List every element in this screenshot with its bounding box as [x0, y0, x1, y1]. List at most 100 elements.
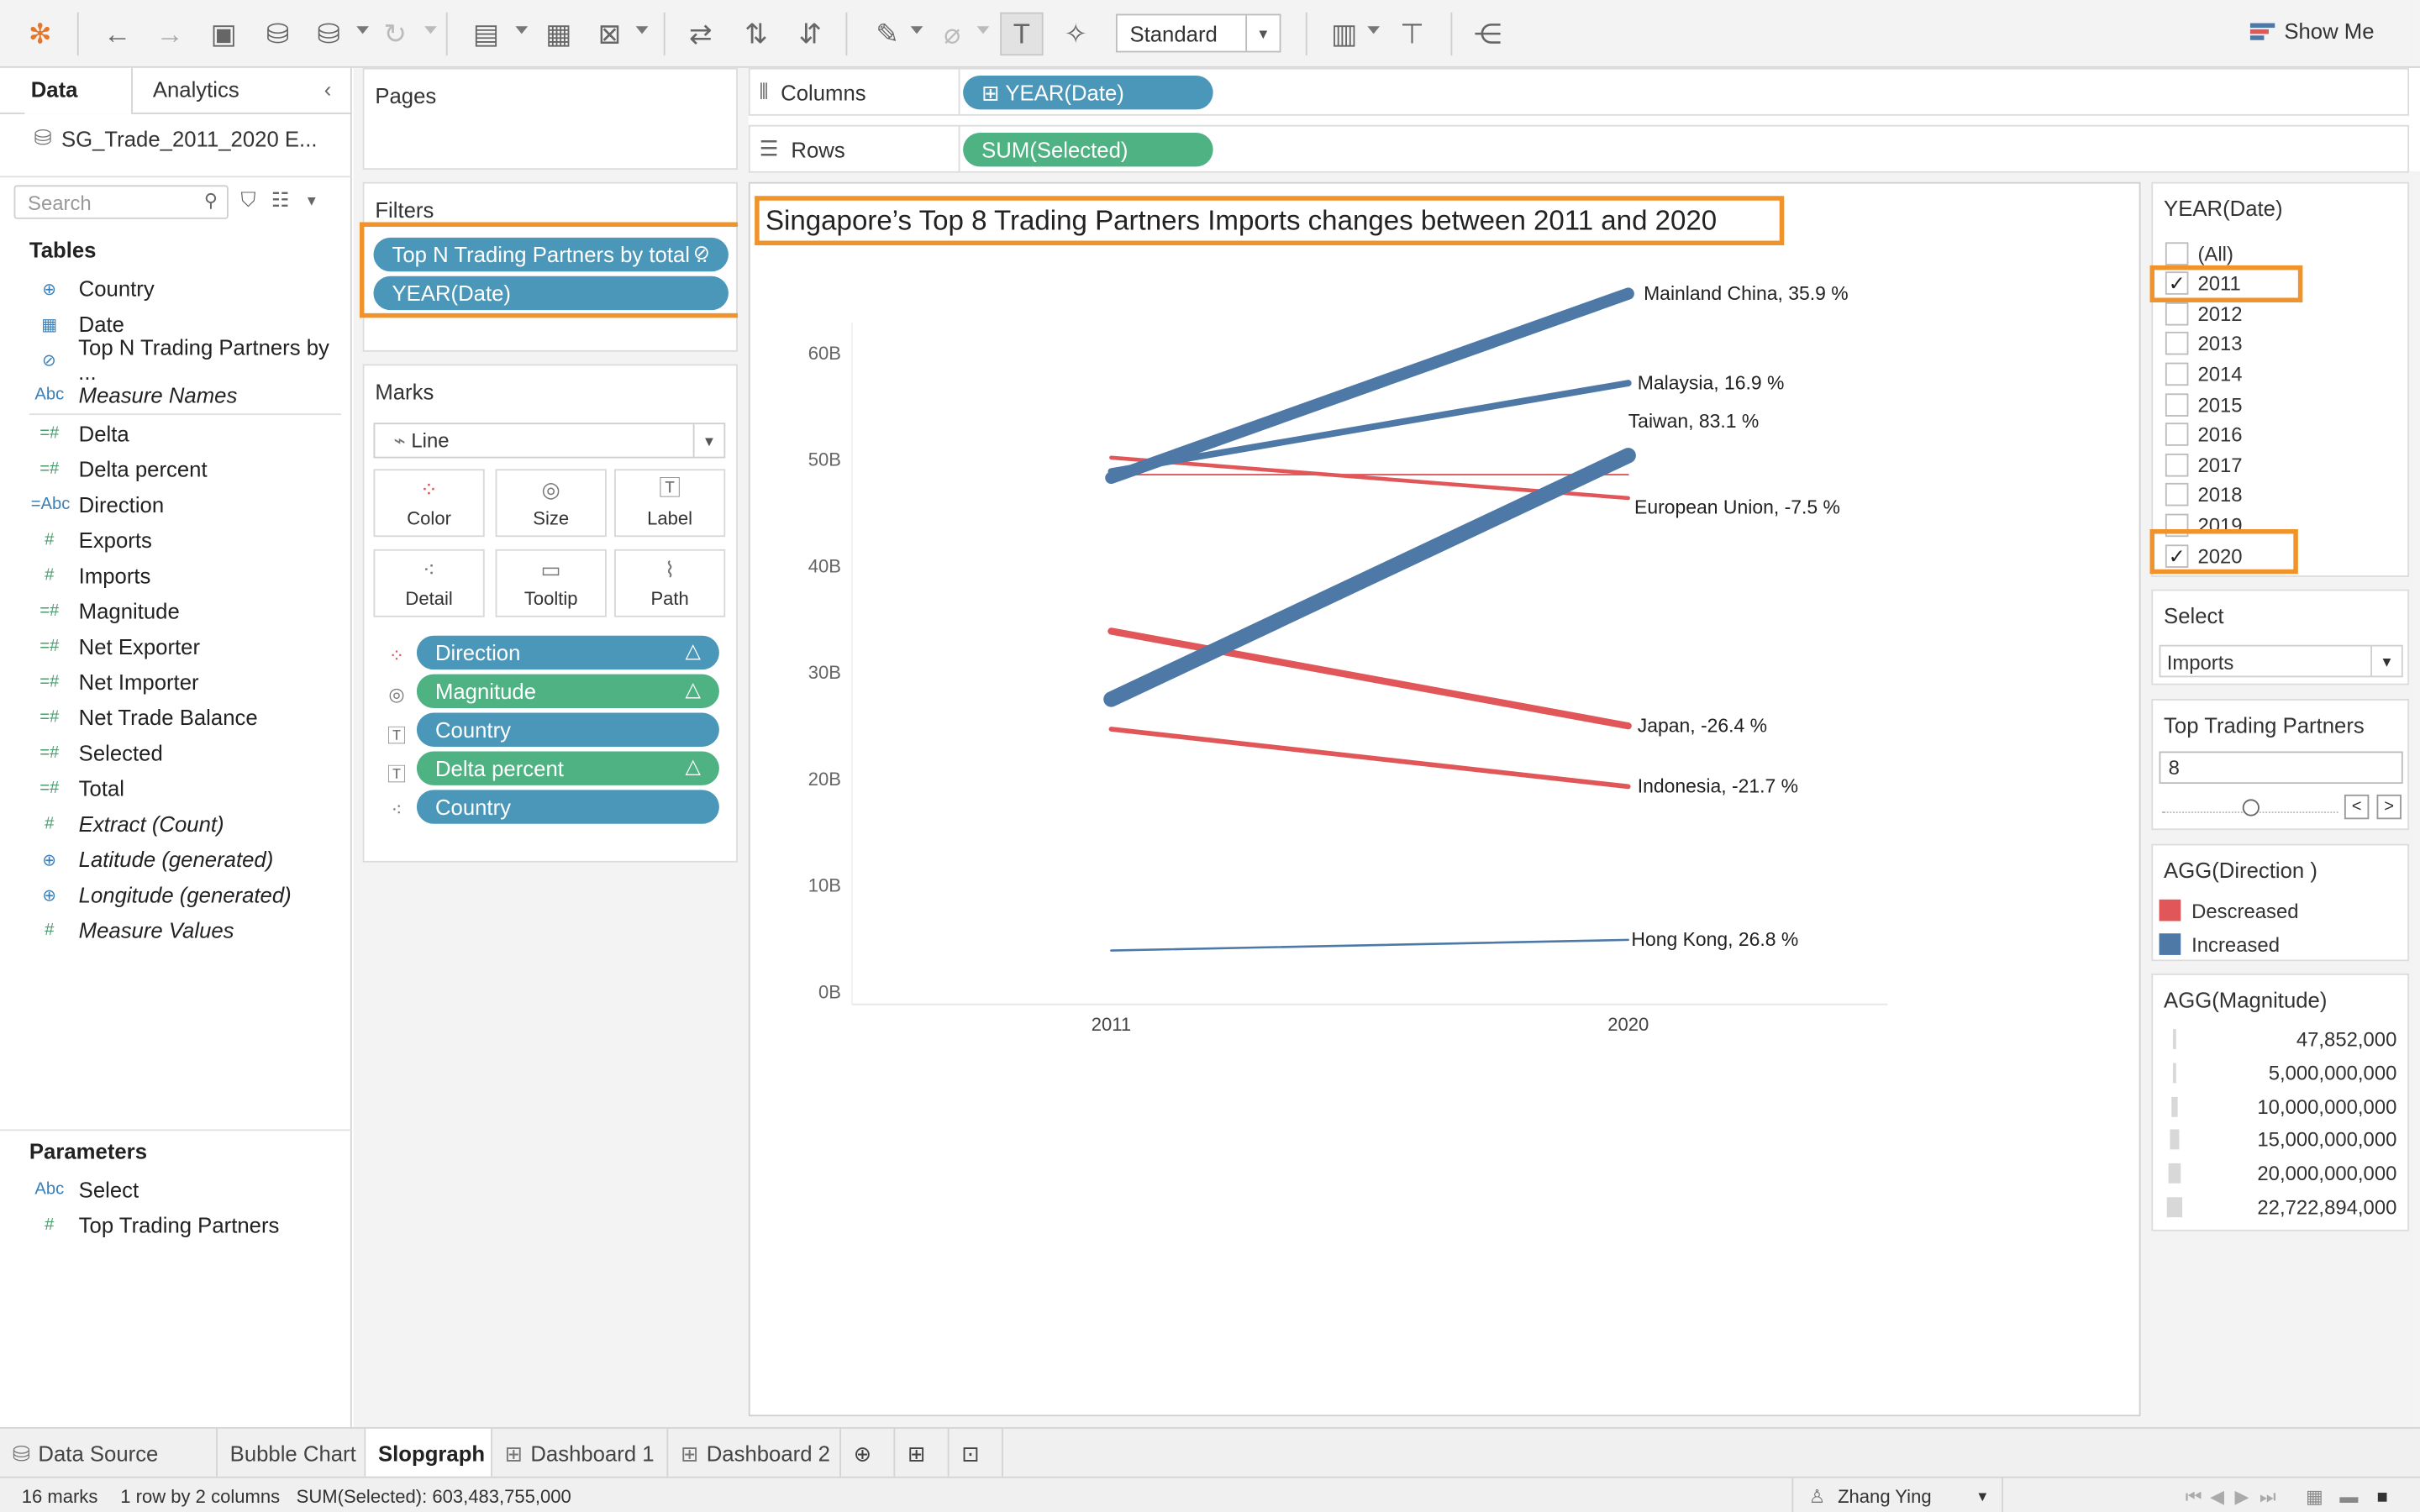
filter-pill-year[interactable]: YEAR(Date)	[373, 276, 729, 311]
field-item[interactable]: # Imports	[31, 560, 151, 591]
year-option[interactable]: 2014	[2165, 360, 2243, 388]
color-button[interactable]: ⁘ Color	[373, 469, 485, 538]
show-cards-icon[interactable]: ▥	[1331, 18, 1358, 49]
path-button[interactable]: ⌇ Path	[614, 549, 726, 617]
field-item[interactable]: # Measure Values	[31, 915, 234, 946]
tab-dashboard-2[interactable]: ⊞ Dashboard 2	[668, 1428, 842, 1478]
search-input[interactable]: Search ⚲	[13, 185, 229, 219]
clear-icon[interactable]: ⊠	[597, 18, 622, 49]
field-item[interactable]: ▦ Date	[31, 308, 124, 339]
highlight-icon[interactable]: ✎	[876, 18, 899, 49]
checkbox[interactable]	[2165, 483, 2189, 507]
nav-last-icon[interactable]: ⏭	[2259, 1485, 2276, 1508]
new-story-tab-button[interactable]: ⊡	[950, 1428, 1003, 1478]
chevron-down-icon[interactable]: ▼	[304, 192, 318, 208]
nav-next-icon[interactable]: ▶	[2234, 1485, 2249, 1508]
back-icon[interactable]: ←	[103, 18, 132, 49]
datasource-icon[interactable]: ⛁	[317, 18, 341, 49]
year-option[interactable]: ✓ 2011	[2165, 270, 2241, 297]
tab-analytics[interactable]: Analytics	[152, 76, 239, 102]
tab-dashboard-1[interactable]: ⊞ Dashboard 1	[492, 1428, 669, 1478]
field-item[interactable]: =# Delta	[31, 418, 129, 449]
checkbox[interactable]	[2165, 423, 2189, 446]
magnitude-legend-item[interactable]: 5,000,000,000	[2160, 1059, 2396, 1087]
slopegraph-chart[interactable]: 0B 10B 20B 30B 40B 50B 60B 2011 2020 Mainland Chi…	[750, 184, 2139, 1415]
new-worksheet-tab-button[interactable]: ⊕	[841, 1428, 896, 1478]
field-item[interactable]: Abc Measure Names	[31, 380, 237, 411]
series-line[interactable]	[1108, 727, 1631, 790]
chevron-down-icon[interactable]	[356, 26, 369, 34]
pin-icon[interactable]: ✧	[1064, 18, 1088, 49]
year-option[interactable]: 2017	[2165, 451, 2243, 479]
chevron-down-icon[interactable]	[635, 26, 649, 34]
pages-card[interactable]: Pages	[362, 67, 738, 171]
field-item[interactable]: =# Delta percent	[31, 454, 207, 485]
field-item[interactable]: ⊕ Longitude (generated)	[31, 879, 291, 911]
field-item[interactable]: =# Magnitude	[31, 596, 180, 627]
checkbox[interactable]: ✓	[2165, 543, 2189, 567]
sort-desc-icon[interactable]: ⇵	[798, 18, 823, 49]
filter-icon[interactable]: ⛉	[240, 188, 256, 212]
columns-pill[interactable]: ⊞ YEAR(Date)	[963, 75, 1213, 110]
worksheet-view[interactable]: Singapore’s Top 8 Trading Partners Impor…	[748, 181, 2141, 1417]
series-line[interactable]	[1105, 287, 1634, 485]
detail-button[interactable]: ⁖ Detail	[373, 549, 485, 617]
checkbox[interactable]	[2165, 513, 2189, 537]
view-list-icon[interactable]: ☷	[271, 188, 290, 212]
year-option[interactable]: 2019	[2165, 512, 2243, 539]
checkbox[interactable]: ✓	[2165, 271, 2189, 295]
field-item[interactable]: =# Selected	[31, 738, 163, 769]
field-item[interactable]: =# Net Trade Balance	[31, 702, 257, 733]
year-option[interactable]: 2015	[2165, 391, 2243, 418]
field-item[interactable]: # Exports	[31, 524, 152, 555]
select-param-dropdown[interactable]: Imports ▼	[2159, 644, 2403, 678]
year-option[interactable]: (All)	[2165, 239, 2233, 267]
nav-first-icon[interactable]: ⏮	[2185, 1485, 2202, 1508]
series-line[interactable]	[1103, 448, 1636, 707]
checkbox[interactable]	[2165, 453, 2189, 476]
marks-field-country[interactable]: Country	[416, 712, 719, 747]
field-item[interactable]: =Abc Direction	[31, 489, 164, 520]
attach-icon[interactable]: ⌀	[944, 18, 961, 49]
tooltip-button[interactable]: ▭ Tooltip	[495, 549, 607, 617]
columns-shelf[interactable]: ⫴ Columns ⊞ YEAR(Date)	[748, 67, 2410, 116]
top-partners-input[interactable]: 8	[2159, 751, 2403, 785]
parameter-item[interactable]: Abc Select	[31, 1174, 139, 1205]
filmstrip-view-icon[interactable]: ▬	[2339, 1485, 2359, 1508]
tabs-view-icon[interactable]: ■	[2376, 1485, 2388, 1508]
label-button[interactable]: 🅃 Label	[614, 469, 726, 538]
chevron-down-icon[interactable]	[1367, 26, 1381, 34]
year-option[interactable]: ✓ 2020	[2165, 542, 2243, 570]
checkbox[interactable]	[2165, 302, 2189, 325]
field-item[interactable]: =# Net Importer	[31, 666, 199, 697]
rows-shelf[interactable]: ☰ Rows SUM(Selected)	[748, 124, 2410, 173]
slider-prev-button[interactable]: <	[2344, 794, 2370, 820]
rows-pill[interactable]: SUM(Selected)	[963, 132, 1213, 167]
new-dashboard-tab-button[interactable]: ⊞	[895, 1428, 950, 1478]
year-option[interactable]: 2016	[2165, 421, 2243, 449]
chevron-down-icon[interactable]	[976, 26, 990, 34]
field-item[interactable]: =# Net Exporter	[31, 631, 200, 662]
tab-slopgraph[interactable]: Slopgraph	[366, 1428, 492, 1478]
checkbox[interactable]	[2165, 362, 2189, 386]
fit-dropdown[interactable]: Standard ▼	[1115, 13, 1281, 53]
chevron-down-icon[interactable]	[910, 26, 923, 34]
year-option[interactable]: 2013	[2165, 330, 2243, 358]
marks-field-delta-percent[interactable]: Delta percent △	[416, 751, 719, 785]
tableau-logo-icon[interactable]: ✻	[28, 18, 52, 49]
view-title[interactable]: Singapore’s Top 8 Trading Partners Impor…	[765, 205, 1718, 237]
sort-asc-icon[interactable]: ⇅	[744, 18, 768, 49]
magnitude-legend-item[interactable]: 47,852,000	[2160, 1026, 2396, 1053]
magnitude-legend-item[interactable]: 15,000,000,000	[2160, 1127, 2396, 1155]
new-datasource-icon[interactable]: ⛁	[266, 18, 290, 49]
datasource-item[interactable]: ⛁ SG_Trade_2011_2020 E...	[34, 125, 317, 151]
tab-bubble-chart[interactable]: Bubble Chart	[218, 1428, 366, 1478]
size-button[interactable]: ◎ Size	[495, 469, 607, 538]
marks-field-direction[interactable]: Direction △	[416, 635, 719, 670]
checkbox[interactable]	[2165, 332, 2189, 355]
filter-pill-topn[interactable]: Top N Trading Partners by total .. ⊘	[373, 237, 729, 272]
marks-field-magnitude[interactable]: Magnitude △	[416, 674, 719, 709]
share-icon[interactable]: ⋲	[1474, 18, 1502, 49]
magnitude-legend-item[interactable]: 22,722,894,000	[2160, 1194, 2396, 1222]
save-icon[interactable]: ▣	[210, 18, 237, 49]
